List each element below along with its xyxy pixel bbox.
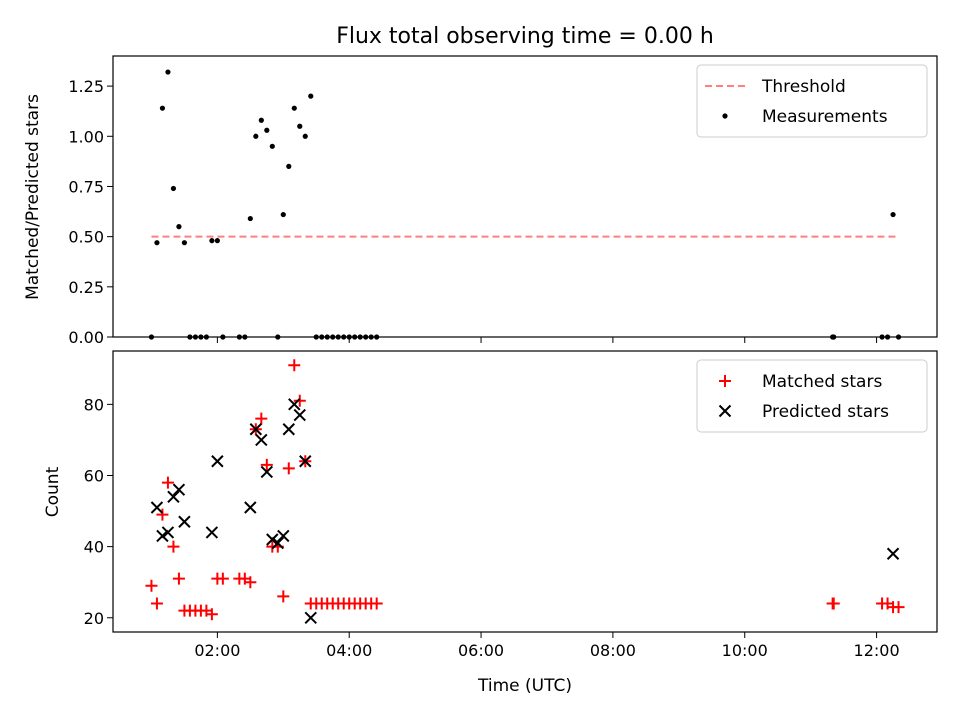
x-tick-label: 02:00 — [194, 641, 240, 660]
predicted-star-point — [271, 536, 285, 550]
predicted-star-point — [150, 501, 164, 514]
top-y-tick-label: 1.00 — [68, 127, 104, 146]
predicted-star-point — [205, 526, 219, 539]
top-y-tick-label: 1.25 — [68, 77, 104, 96]
measurement-point — [264, 127, 270, 133]
predicted-star-point — [299, 455, 312, 468]
matched-star-point — [161, 476, 174, 489]
top-plot-content: 0.00 0.25 0.50 0.75 1.00 1.25 — [68, 69, 902, 347]
measurement-point — [176, 224, 182, 230]
top-legend-label: Measurements — [762, 107, 888, 127]
bottom-axes: Count Time (UTC) 20 40 60 80 02:00 04:00 06:00… — [43, 350, 938, 696]
bottom-y-tick-label: 40 — [84, 538, 104, 557]
predicted-star-point — [282, 423, 295, 436]
predicted-star-point — [266, 533, 279, 546]
matched-star-point — [255, 412, 268, 425]
measurement-point — [280, 211, 286, 218]
measurement-point — [308, 93, 314, 99]
bottom-y-tick-label: 20 — [84, 609, 104, 628]
predicted-star-point — [249, 423, 263, 436]
bottom-legend-box — [696, 359, 928, 433]
x-tick-label: 06:00 — [458, 641, 504, 660]
predicted-star-point — [178, 515, 191, 528]
matched-star-point — [145, 579, 158, 592]
measurement-point — [181, 240, 188, 246]
top-y-tick-label: 0.75 — [68, 177, 104, 196]
measurement-point — [302, 133, 308, 139]
matched-star-point — [277, 590, 290, 603]
predicted-star-point — [260, 465, 274, 479]
matched-star-point — [244, 576, 257, 589]
bottom-legend-label: Predicted stars — [762, 402, 889, 422]
predicted-star-point — [886, 547, 900, 560]
predicted-star-point — [167, 490, 180, 504]
measurement-point — [269, 143, 275, 149]
top-legend-measurement-swatch — [722, 113, 728, 119]
top-y-tick-label: 0.00 — [68, 328, 104, 347]
predicted-star-point — [293, 408, 306, 422]
measurement-point — [165, 69, 171, 75]
bottom-legend-label: Matched stars — [762, 372, 882, 392]
bottom-y-tick-label: 80 — [84, 395, 104, 414]
top-axes-frame — [112, 55, 938, 338]
top-y-axis-label: Matched/Predicted stars — [23, 94, 43, 300]
bottom-y-tick-label: 60 — [84, 466, 104, 485]
bottom-plot-content: 20 40 60 80 02:00 04:00 06:00 08:00 10:00 12:00 — [84, 359, 905, 660]
matched-star-point — [260, 458, 273, 471]
top-y-tick-label: 0.50 — [68, 228, 104, 247]
x-tick-label: 12:00 — [854, 641, 900, 660]
measurement-point — [247, 215, 253, 222]
matched-star-point — [156, 508, 169, 521]
matched-star-point — [216, 572, 229, 585]
bottom-legend-predicted-swatch — [718, 404, 732, 418]
bottom-legend: Matched stars Predicted stars — [696, 359, 928, 433]
matched-star-point — [293, 394, 306, 407]
predicted-star-point — [156, 529, 169, 543]
matched-star-point — [282, 462, 295, 475]
bottom-legend-matched-swatch — [719, 375, 731, 387]
x-tick-label: 08:00 — [590, 641, 636, 660]
measurement-point — [253, 133, 259, 139]
measurement-point — [890, 211, 896, 218]
measurement-point — [170, 185, 177, 192]
measurement-point — [159, 105, 166, 111]
measurement-point — [258, 117, 264, 123]
measurement-point — [286, 163, 292, 169]
matched-star-point — [370, 597, 383, 610]
predicted-star-point — [277, 529, 290, 543]
x-tick-label: 10:00 — [722, 641, 768, 660]
measurement-point — [297, 123, 303, 129]
matched-star-point — [827, 597, 840, 610]
matched-star-point — [288, 359, 301, 372]
measurement-point — [209, 238, 215, 244]
bottom-axes-frame — [112, 350, 938, 633]
matched-star-point — [167, 540, 180, 553]
top-y-tick-label: 0.25 — [68, 278, 104, 297]
measurement-point — [154, 240, 160, 246]
top-legend-box — [696, 64, 928, 138]
measurement-point — [214, 238, 220, 244]
matched-star-point — [205, 608, 218, 621]
top-legend: Threshold Measurements — [696, 64, 928, 138]
top-axes: Flux total observing time = 0.00 h Match… — [23, 24, 938, 347]
bottom-y-axis-label: Count — [43, 466, 63, 517]
predicted-star-point — [304, 611, 317, 624]
predicted-star-point — [244, 501, 257, 514]
predicted-star-point — [211, 455, 224, 468]
predicted-star-point — [288, 398, 301, 411]
matched-star-point — [172, 572, 185, 585]
measurement-point — [291, 105, 297, 111]
predicted-star-point — [172, 483, 186, 496]
predicted-star-point — [255, 433, 268, 447]
top-chart-title: Flux total observing time = 0.00 h — [336, 24, 714, 49]
predicted-star-point — [161, 526, 175, 539]
top-legend-label: Threshold — [761, 77, 846, 97]
x-tick-label: 04:00 — [326, 641, 372, 660]
matched-star-point — [150, 597, 163, 610]
x-axis-label: Time (UTC) — [477, 676, 572, 696]
matched-star-point — [892, 601, 905, 614]
